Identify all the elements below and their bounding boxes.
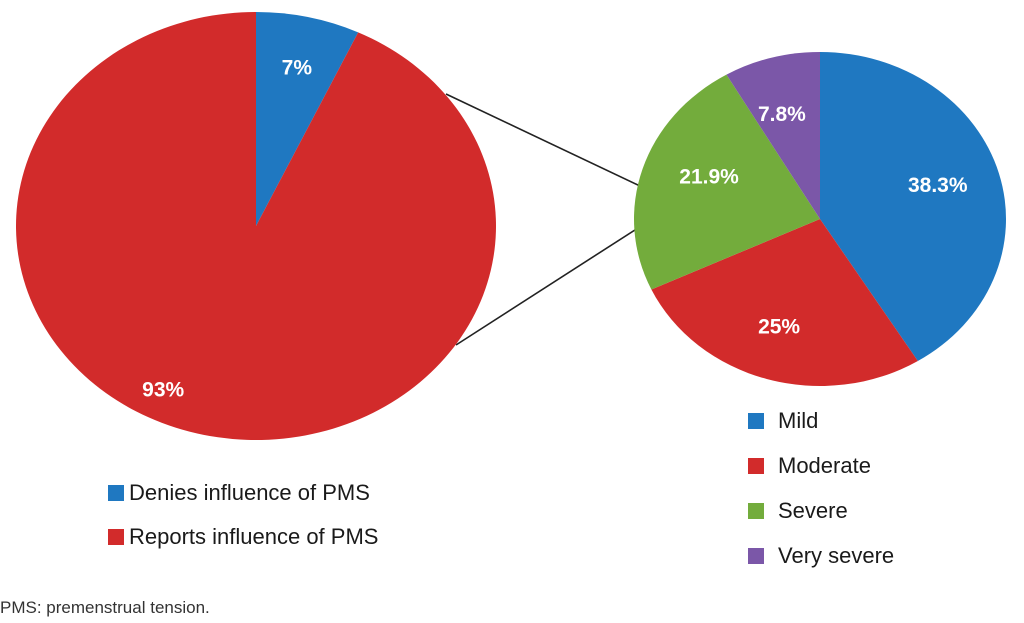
legend-swatch-reports-influence-of-pms [108, 529, 124, 545]
footnote: PMS: premenstrual tension. [0, 598, 210, 617]
legend-label-denies-influence-of-pms: Denies influence of PMS [129, 480, 370, 505]
legend-swatch-denies-influence-of-pms [108, 485, 124, 501]
legend-swatch-very-severe [748, 548, 764, 564]
legend-swatch-mild [748, 413, 764, 429]
legend-swatch-moderate [748, 458, 764, 474]
legend-label-moderate: Moderate [778, 453, 871, 478]
connector-line-top [445, 93, 641, 187]
pie-slice-denies-influence-of-pms [256, 12, 359, 226]
pie-slice-reports-influence-of-pms [16, 12, 497, 440]
connector-line-bottom [455, 227, 639, 346]
legend-label-very-severe: Very severe [778, 543, 894, 568]
legend-pms-influence: Denies influence of PMS Reports influence… [108, 480, 378, 549]
slice-label-denies-influence-of-pms: 7% [282, 57, 313, 80]
pie-slice-severe [633, 74, 820, 290]
pie-slice-moderate [651, 219, 918, 386]
slice-label-mild: 38.3% [908, 174, 968, 197]
slice-label-very-severe: 7.8% [758, 103, 806, 126]
slice-label-severe: 21.9% [679, 166, 739, 189]
connector-lines [445, 93, 641, 346]
pie-slice-very-severe [726, 52, 820, 219]
pie-chart-pms-influence: 7% 93% [16, 12, 497, 440]
slice-label-reports-influence-of-pms: 93% [142, 378, 184, 401]
legend-swatch-severe [748, 503, 764, 519]
legend-severity: Mild Moderate Severe Very severe [748, 408, 894, 568]
pie-chart-severity: 38.3% 25% 21.9% 7.8% [633, 52, 1006, 386]
slice-label-moderate: 25% [758, 315, 800, 338]
pie-slice-mild [820, 52, 1006, 362]
legend-label-reports-influence-of-pms: Reports influence of PMS [129, 524, 378, 549]
legend-label-severe: Severe [778, 498, 848, 523]
legend-label-mild: Mild [778, 408, 818, 433]
